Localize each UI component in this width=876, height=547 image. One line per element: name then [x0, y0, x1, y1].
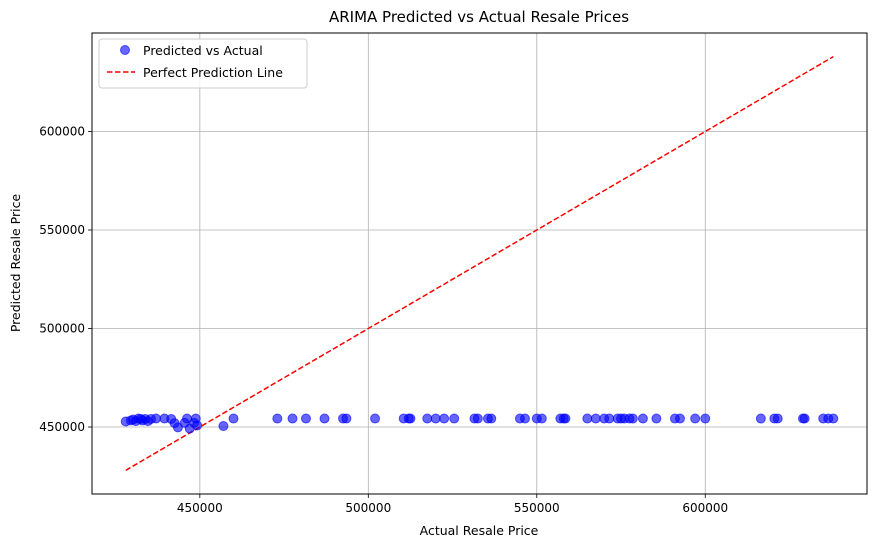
x-axis-label: Actual Resale Price	[420, 523, 539, 538]
scatter-point	[192, 420, 203, 431]
legend-label-scatter: Predicted vs Actual	[143, 43, 263, 58]
perfect-prediction-line	[125, 55, 834, 472]
perfect-prediction-layer	[125, 55, 834, 472]
scatter-point	[651, 413, 662, 424]
scatter-point	[772, 413, 783, 424]
scatter-point	[560, 413, 571, 424]
scatter-points	[120, 413, 839, 434]
y-axis-label: Predicted Resale Price	[8, 194, 23, 333]
scatter-point	[449, 413, 460, 424]
scatter-point	[151, 413, 162, 424]
scatter-point	[341, 413, 352, 424]
scatter-point	[536, 413, 547, 424]
scatter-point	[228, 413, 239, 424]
x-tick-label: 600000	[682, 501, 728, 515]
plot-frame	[91, 32, 868, 495]
scatter-point	[637, 413, 648, 424]
scatter-point	[627, 413, 638, 424]
scatter-point	[319, 413, 330, 424]
scatter-point	[700, 413, 711, 424]
scatter-point	[300, 413, 311, 424]
x-tick-label: 500000	[345, 501, 391, 515]
scatter-point	[370, 413, 381, 424]
y-tick-label: 500000	[39, 322, 85, 336]
scatter-point	[590, 413, 601, 424]
scatter-point	[172, 422, 183, 433]
chart-title: ARIMA Predicted vs Actual Resale Prices	[329, 8, 629, 26]
scatter-point	[405, 413, 416, 424]
scatter-point	[604, 413, 615, 424]
scatter-point	[422, 413, 433, 424]
scatter-point	[582, 413, 593, 424]
scatter-point	[472, 413, 483, 424]
scatter-point	[272, 413, 283, 424]
scatter-point	[439, 413, 450, 424]
scatter-point	[218, 421, 229, 432]
scatter-point	[430, 413, 441, 424]
scatter-point	[674, 413, 685, 424]
scatter-point	[486, 413, 497, 424]
legend: Predicted vs Actual Perfect Prediction L…	[98, 38, 308, 89]
x-tick-label: 550000	[514, 501, 560, 515]
y-tick-label: 550000	[39, 223, 85, 237]
scatter-point	[755, 413, 766, 424]
legend-box	[98, 38, 308, 89]
y-tick-label: 450000	[39, 420, 85, 434]
scatter-point	[519, 413, 530, 424]
legend-label-line: Perfect Prediction Line	[143, 65, 283, 80]
y-tick-label: 600000	[39, 125, 85, 139]
x-tick-label: 450000	[177, 501, 223, 515]
y-axis-ticks: 450000 500000 550000 600000	[39, 125, 92, 434]
scatter-point	[690, 413, 701, 424]
scatter-point	[287, 413, 298, 424]
legend-marker-scatter	[120, 45, 130, 55]
scatter-point	[828, 413, 839, 424]
x-axis-ticks: 450000 500000 550000 600000	[177, 494, 728, 515]
scatter-point	[799, 413, 810, 424]
